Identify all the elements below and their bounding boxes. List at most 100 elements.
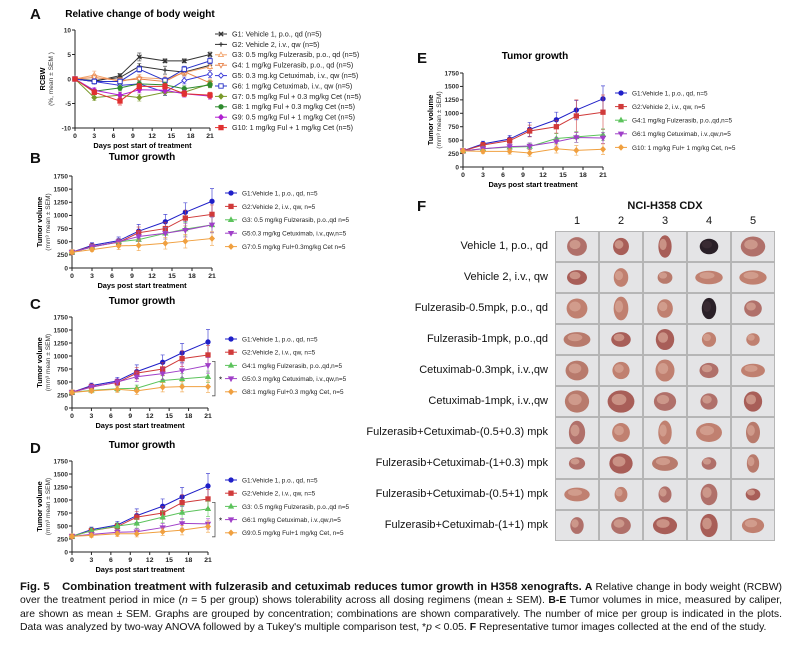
legend-entry: G1:Vehicle 1, p.o., qd, n=5 [242, 336, 318, 343]
panel-label-f: F [417, 198, 427, 215]
y-tick-label: 0 [64, 265, 68, 272]
tumor-highlight [570, 424, 580, 437]
tumor-highlight [699, 272, 715, 279]
data-point [573, 147, 580, 154]
data-point [133, 374, 140, 381]
x-axis-label: Days post start of treatment [93, 141, 192, 150]
series-5 [68, 231, 216, 256]
data-point [114, 530, 121, 538]
legend-entry: G3: 0.5 mg/kg Fulzerasib, p.o.,qd n=5 [242, 504, 350, 511]
tumor-highlight [744, 239, 758, 250]
tumor-highlight [614, 240, 624, 249]
column-number: 1 [573, 215, 581, 227]
tumor-photo-grid [555, 231, 775, 541]
tumor-highlight [745, 394, 757, 405]
legend-entry: G2: Vehicle 2, i.v., qw (n=5) [232, 40, 320, 49]
caption-fig-number: Fig. 5 [20, 581, 50, 593]
x-tick-label: 15 [165, 413, 173, 420]
data-point [553, 139, 560, 146]
legend-marker [617, 116, 625, 123]
legend-entry: G1: Vehicle 1, p.o., qd (n=5) [232, 29, 322, 38]
data-point [159, 513, 166, 520]
x-axis-label: Days post start treatment [95, 565, 185, 574]
tumor-highlight [699, 425, 715, 436]
row-label: Cetuximab-1mpk, i.v.,qw [428, 395, 548, 407]
data-point [117, 78, 123, 85]
y-tick-label: -10 [62, 125, 72, 132]
tumor-highlight [702, 517, 712, 530]
y-tick-label: 750 [57, 226, 68, 233]
legend-entry: G6:1 mg/kg Cetuximab, i.v.,qw,n=5 [632, 131, 731, 138]
legend-entry: G5:0.3 mg/kg Cetuximab, i.v.,qw,n=5 [242, 231, 347, 238]
legend-marker [617, 131, 625, 138]
chart-title: Tumor growth [109, 152, 175, 163]
data-point [179, 355, 185, 362]
x-tick-label: 0 [461, 172, 465, 179]
row-label: Fulzerasib-1mpk, p.o.,qd [426, 333, 548, 345]
data-point [91, 75, 98, 82]
x-tick-label: 15 [559, 172, 567, 179]
x-tick-label: 18 [188, 273, 196, 280]
y-tick-label: 1000 [445, 111, 460, 118]
data-point [208, 235, 216, 242]
tumor-highlight [659, 488, 667, 497]
y-axis-label-2: (mm³ mean ± SEM) [45, 478, 52, 535]
data-point [204, 363, 212, 369]
panel-f-title: NCI-H358 CDX [627, 200, 703, 212]
chart-title: Tumor growth [109, 296, 175, 307]
data-point [162, 67, 168, 73]
series-10 [72, 76, 213, 106]
legend-marker [228, 336, 234, 342]
legend-marker [618, 90, 624, 96]
column-number: 2 [617, 215, 625, 227]
y-tick-label: 500 [57, 379, 68, 386]
x-tick-label: 12 [539, 172, 547, 179]
panel-label-a: A [30, 6, 41, 23]
y-tick-label: 1750 [445, 70, 460, 77]
tumor-highlight [656, 519, 670, 528]
data-point [526, 149, 533, 157]
data-point [204, 523, 212, 530]
caption-a-text-2: = 5 per group) shows tolerability across… [187, 595, 545, 607]
y-tick-label: 0 [64, 549, 68, 556]
data-point [526, 143, 533, 150]
tumor-highlight [570, 458, 580, 465]
data-point [114, 379, 121, 386]
tumor-highlight [613, 333, 625, 342]
data-point [506, 148, 513, 155]
y-tick-label: 1000 [54, 497, 69, 504]
caption-p-var: p [426, 622, 432, 634]
legend-entry: G1:Vehicle 1, p.o., qd, n=5 [242, 477, 318, 484]
legend-marker [217, 72, 225, 79]
tumor-highlight [569, 301, 581, 312]
tumor-highlight [657, 332, 669, 343]
x-tick-label: 9 [128, 557, 132, 564]
legend-marker [228, 477, 234, 483]
y-axis-label: Tumor volume [35, 197, 44, 247]
legend-marker [227, 243, 235, 250]
data-point [135, 234, 142, 241]
data-point [115, 242, 122, 250]
legend-marker [227, 361, 235, 368]
data-point-core [208, 53, 212, 56]
y-tick-label: 10 [64, 27, 72, 34]
legend-marker [618, 103, 624, 110]
x-tick-label: 3 [90, 273, 94, 280]
legend-marker [227, 230, 235, 237]
legend-entry: G2:Vehicle 2, i.v., qw, n=5 [242, 204, 316, 211]
caption-f-label: F [469, 622, 477, 634]
legend-entry: G2:Vehicle 2, i.v., qw, n=5 [242, 491, 316, 498]
data-point [159, 528, 166, 536]
tumor-highlight [613, 519, 625, 528]
x-tick-label: 6 [501, 172, 505, 179]
caption-be-label: B-E [548, 595, 567, 607]
data-point [114, 522, 121, 529]
data-point [209, 211, 215, 218]
tumor-highlight [702, 487, 712, 498]
legend-entry: G10: 1 mg/kg Ful + 1 mg/kg Cet (n=5) [232, 123, 353, 132]
series-2 [460, 94, 606, 154]
row-label: Fulzerasib+Cetuximab-(1+0.3) mpk [375, 457, 548, 469]
y-axis-label: Tumor volume [426, 95, 435, 145]
data-point [204, 383, 212, 390]
caption-f-text: Representative tumor images collected at… [478, 622, 767, 634]
